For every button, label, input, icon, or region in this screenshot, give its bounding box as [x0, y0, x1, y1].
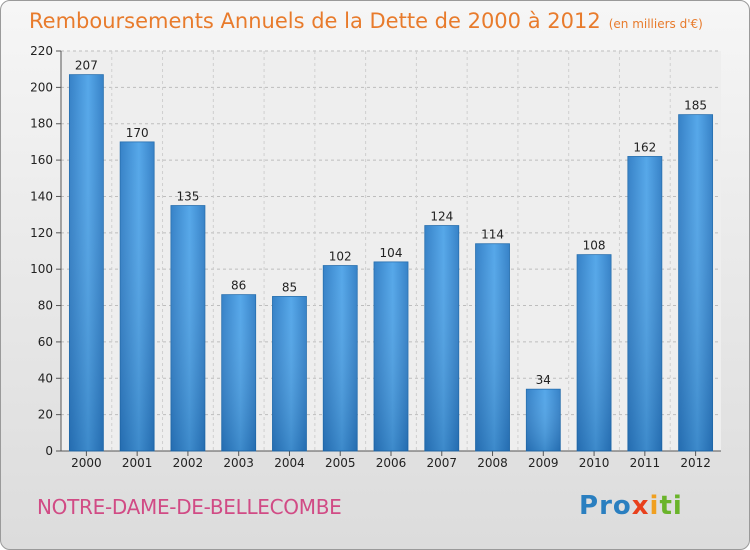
bar-shade — [577, 254, 612, 451]
y-tick-label: 0 — [45, 444, 53, 458]
x-tick-label: 2006 — [376, 456, 407, 470]
logo-letter: i — [672, 491, 683, 521]
logo-letter: o — [612, 491, 632, 521]
bar-shade — [272, 296, 307, 451]
bar-shade — [170, 205, 205, 451]
logo-letter: i — [649, 491, 660, 521]
value-label: 135 — [176, 190, 199, 204]
bar-shade — [678, 114, 713, 452]
logo-letter: t — [659, 491, 673, 521]
bar-shade — [627, 156, 662, 452]
y-tick-label: 120 — [30, 226, 53, 240]
logo-letter: x — [631, 491, 650, 521]
y-tick-label: 140 — [30, 189, 53, 203]
y-tick-label: 220 — [30, 44, 53, 58]
commune-name: NOTRE-DAME-DE-BELLECOMBE — [37, 495, 342, 519]
bars — [68, 74, 714, 452]
value-label: 185 — [684, 99, 707, 113]
x-tick-label: 2010 — [579, 456, 610, 470]
value-label: 108 — [583, 239, 606, 253]
x-tick-label: 2001 — [122, 456, 153, 470]
x-tick-label: 2000 — [71, 456, 102, 470]
logo-letter: P — [579, 491, 600, 521]
bar-shade — [424, 225, 459, 451]
y-tick-label: 200 — [30, 80, 53, 94]
x-tick-label: 2011 — [630, 456, 661, 470]
chart-unit: (en milliers d'€) — [608, 17, 703, 31]
x-tick-label: 2008 — [477, 456, 508, 470]
logo-letter: r — [599, 491, 613, 521]
x-tick-label: 2007 — [426, 456, 457, 470]
bar-shade — [374, 261, 408, 451]
value-label: 207 — [75, 59, 98, 73]
chart-title: Remboursements Annuels de la Dette de 20… — [29, 9, 703, 33]
bar-shade — [526, 389, 561, 451]
y-tick-label: 100 — [30, 262, 53, 276]
y-tick-label: 20 — [38, 408, 53, 422]
chart-title-text: Remboursements Annuels de la Dette de 20… — [29, 9, 601, 33]
bar-shade — [323, 265, 358, 451]
value-label: 170 — [126, 126, 149, 140]
bar-shade — [120, 141, 155, 451]
y-tick-label: 80 — [38, 299, 53, 313]
x-tick-label: 2002 — [173, 456, 204, 470]
value-label: 85 — [282, 280, 297, 294]
y-tick-label: 60 — [38, 335, 53, 349]
value-label: 86 — [231, 279, 246, 293]
y-tick-label: 180 — [30, 117, 53, 131]
x-tick-label: 2003 — [223, 456, 254, 470]
x-tick-label: 2012 — [680, 456, 711, 470]
labels: 0 20 40 60 80 100 120 140 160 180 200 220 207 2000 170… — [30, 44, 711, 470]
x-tick-label: 2004 — [274, 456, 305, 470]
x-tick-label: 2009 — [528, 456, 559, 470]
value-label: 114 — [481, 228, 504, 242]
value-label: 34 — [536, 373, 551, 387]
bar-shade — [69, 74, 104, 452]
y-tick-label: 160 — [30, 153, 53, 167]
value-label: 162 — [633, 140, 656, 154]
bar-shade — [221, 294, 256, 451]
value-label: 102 — [329, 250, 352, 264]
proxiti-logo: Proxiti — [579, 491, 683, 521]
value-label: 104 — [380, 246, 403, 260]
y-tick-label: 40 — [38, 371, 53, 385]
x-tick-label: 2005 — [325, 456, 356, 470]
value-label: 124 — [430, 210, 453, 224]
bar-shade — [475, 243, 510, 451]
